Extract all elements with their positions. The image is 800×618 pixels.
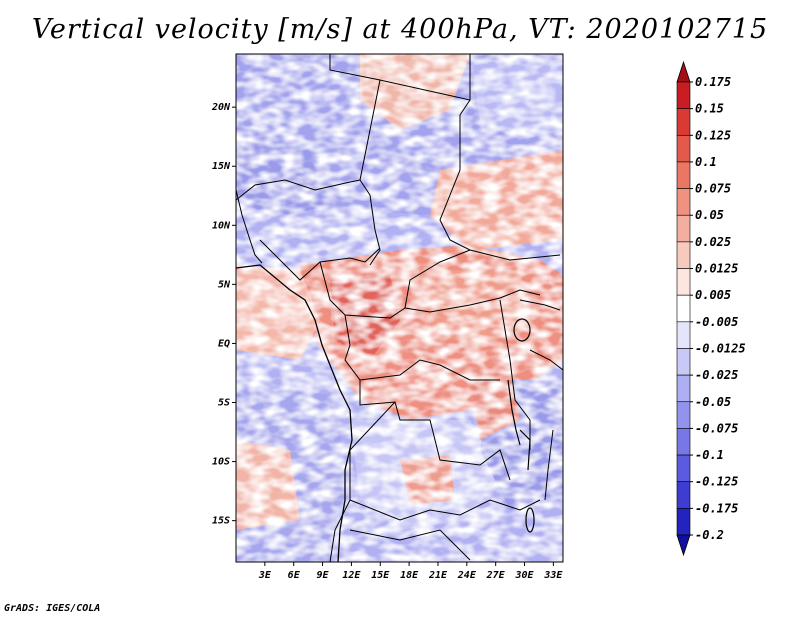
- colorbar-label: 0.1: [695, 155, 717, 169]
- y-tick-label: 10N: [212, 220, 231, 231]
- colorbar-swatch: [676, 428, 691, 456]
- colorbar-swatch: [676, 241, 691, 269]
- y-tick-label: 20N: [211, 102, 231, 113]
- colorbar-swatch: [676, 134, 691, 163]
- colorbar-swatch: [676, 348, 691, 376]
- colorbar-label: 0.175: [695, 75, 731, 89]
- colorbar-label: -0.1: [695, 448, 724, 462]
- colorbar-swatch: [676, 81, 691, 109]
- colorbar-extend-min: [676, 534, 691, 557]
- colorbar-label: -0.2: [695, 528, 724, 542]
- x-tick-label: 3E: [258, 570, 272, 581]
- x-tick-label: 24E: [457, 570, 477, 581]
- colorbar-label: 0.15: [695, 102, 724, 116]
- colorbar-label: -0.05: [695, 395, 731, 409]
- x-tick-label: 12E: [342, 570, 361, 581]
- colorbar-label: 0.025: [695, 235, 731, 249]
- x-tick-label: 33E: [543, 570, 563, 581]
- colorbar-swatch: [676, 294, 691, 323]
- y-tick-label: 15N: [212, 161, 231, 172]
- colorbar-swatch: [676, 321, 691, 349]
- x-tick-label: 30E: [514, 570, 534, 581]
- x-tick-label: 18E: [400, 570, 419, 581]
- y-tick-label: EQ: [218, 338, 230, 349]
- colorbar-swatch: [676, 481, 691, 509]
- x-tick-label: 9E: [317, 570, 330, 581]
- colorbar-swatch: [676, 401, 691, 429]
- colorbar-label: -0.0125: [695, 341, 746, 355]
- x-tick-label: 15E: [371, 570, 390, 581]
- colorbar: 0.175 0.15 0.125 0.1 0.075 0.05 0.025 0.0125 0.0…: [676, 60, 746, 557]
- colorbar-swatch: [676, 454, 691, 483]
- x-axis: 3E 6E 9E 12E 15E 18E 21E 24E 27E 30E 33E: [258, 562, 563, 581]
- y-tick-label: 5S: [218, 398, 230, 409]
- x-tick-label: 6E: [288, 570, 301, 581]
- velocity-field-map: [236, 54, 563, 562]
- colorbar-swatch: [676, 214, 691, 243]
- x-tick-label: 21E: [428, 570, 448, 581]
- colorbar-label: -0.075: [695, 421, 738, 435]
- colorbar-swatch: [676, 268, 691, 296]
- colorbar-swatch: [676, 161, 691, 189]
- chart-svg: 3E 6E 9E 12E 15E 18E 21E 24E 27E 30E 33E 20N 15N 10N…: [211, 53, 746, 581]
- colorbar-extend-max: [676, 60, 691, 83]
- colorbar-swatch: [676, 508, 691, 536]
- footer-credit: GrADS: IGES/COLA: [4, 603, 101, 614]
- colorbar-label: 0.125: [695, 128, 731, 142]
- colorbar-label: -0.175: [695, 501, 738, 515]
- y-tick-label: 10S: [212, 457, 230, 468]
- chart-title: Vertical velocity [m/s] at 400hPa, VT: 2…: [31, 14, 769, 45]
- colorbar-label: -0.125: [695, 475, 738, 489]
- x-tick-label: 27E: [486, 570, 506, 581]
- colorbar-label: 0.05: [695, 208, 724, 222]
- colorbar-label: 0.005: [695, 288, 731, 302]
- y-tick-label: 15S: [212, 516, 230, 527]
- colorbar-label: -0.005: [695, 315, 738, 329]
- colorbar-swatch: [676, 374, 691, 403]
- colorbar-label: 0.075: [695, 182, 731, 196]
- colorbar-swatch: [676, 108, 691, 136]
- y-tick-label: 5N: [218, 279, 231, 290]
- colorbar-swatch: [676, 188, 691, 216]
- colorbar-label: -0.025: [695, 368, 738, 382]
- colorbar-label: 0.0125: [695, 262, 738, 276]
- y-axis: 20N 15N 10N 5N EQ 5S 10S 15S: [211, 102, 236, 527]
